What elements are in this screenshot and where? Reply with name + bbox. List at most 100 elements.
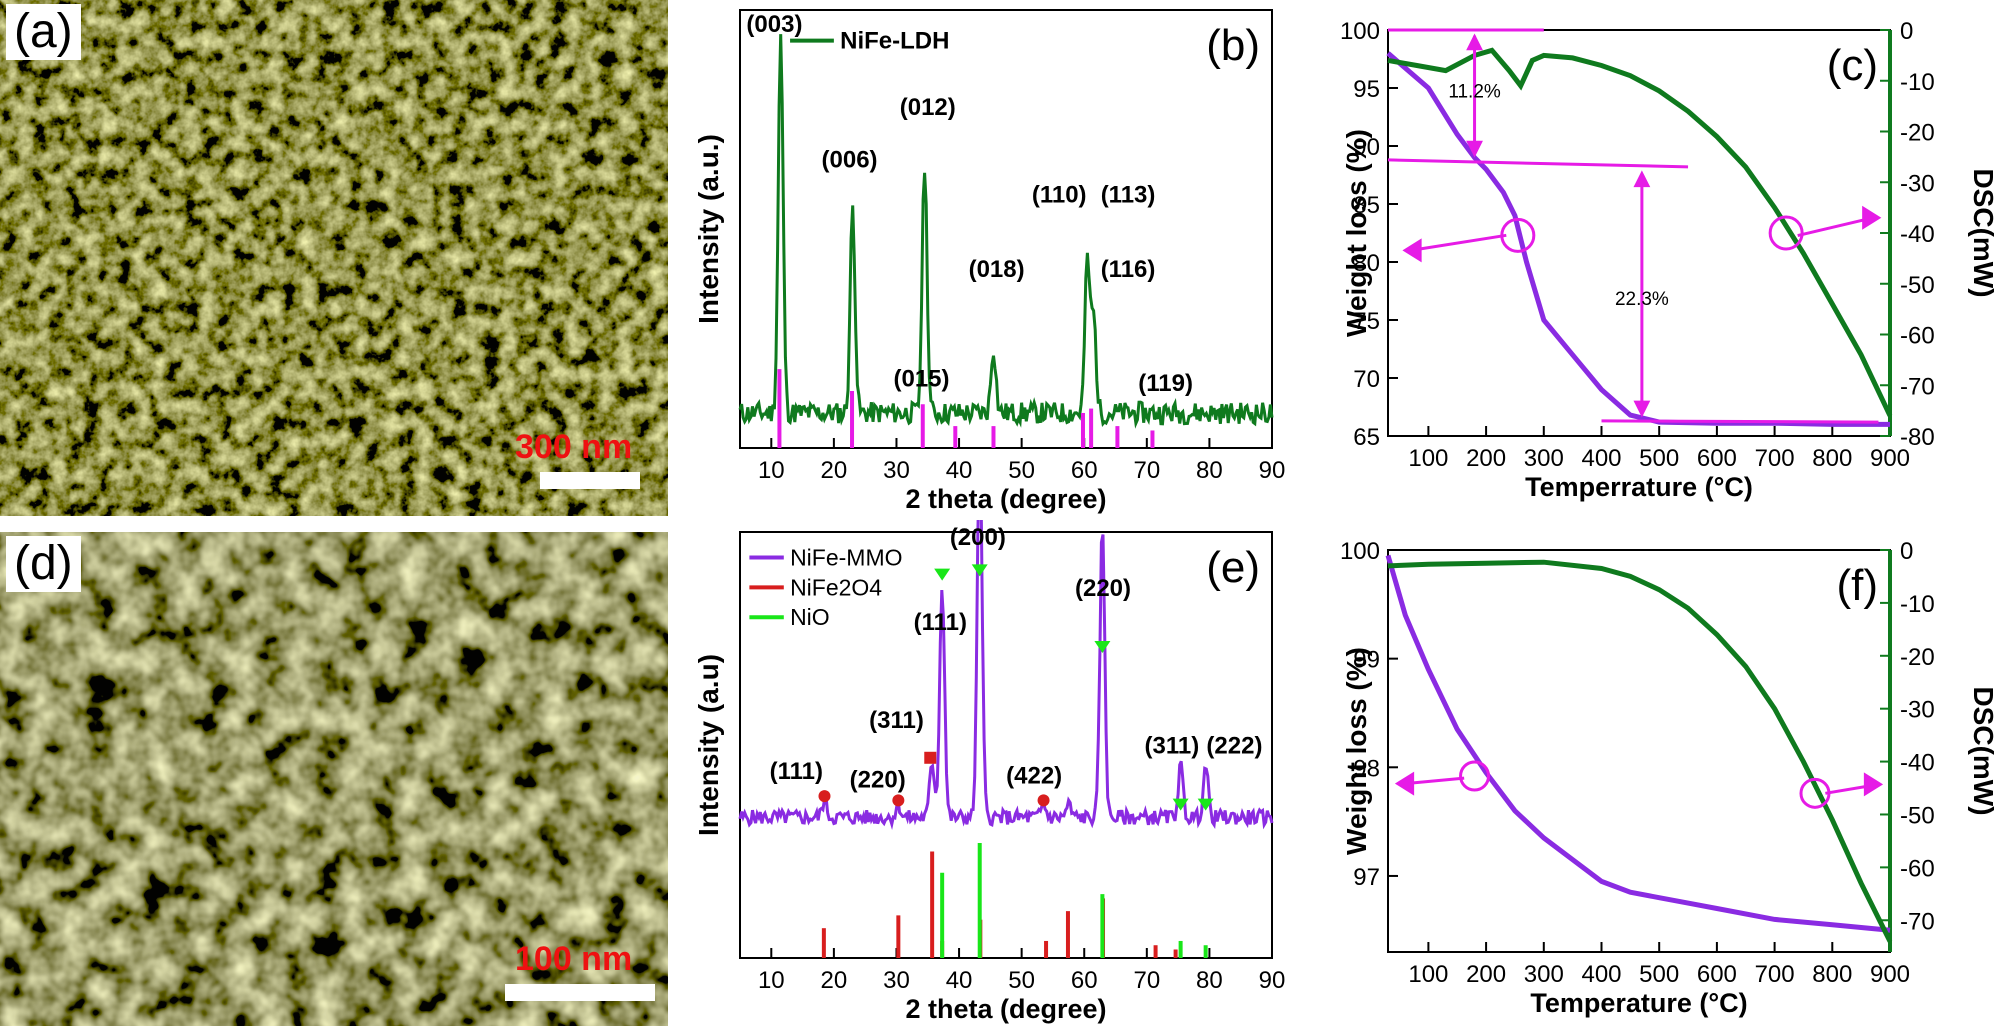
chart-c-tga-ldh: 100 200 300 400 500 600 700 800 900Temperrature … [1340,18,1999,502]
arrow-head [1633,400,1651,418]
peak-label: (015) [893,366,949,393]
x-tick-label: 70 [1133,967,1160,994]
y-tick-label: 97 [1353,864,1380,891]
marker-nio [971,564,988,577]
legend-label: NiFe-LDH [840,28,949,55]
y-axis-label: Weight loss (%) [1341,647,1372,855]
weight-loss-curve [1386,51,1890,427]
x-axis-label: Temperrature (°C) [1525,472,1753,502]
y2-axis-label: DSC(mW) [1968,686,1999,815]
x-tick-label: 30 [883,967,910,994]
y-tick-label: 75 [1353,308,1380,335]
x-tick-label: 700 [1755,445,1795,472]
panel-label-a: (a) [6,4,81,60]
x-axis-label: 2 theta (degree) [905,484,1106,514]
dsc-curve [1387,47,1893,417]
scale-label-d: 100 nm [515,940,633,978]
x-tick-label: 300 [1524,445,1564,472]
legend-label: NiO [790,604,830,630]
x-tick-label: 800 [1812,445,1852,472]
panel-label: (c) [1827,41,1878,90]
y2-tick-label: -50 [1900,802,1935,829]
x-tick-label: 10 [758,457,785,484]
x-tick-label: 800 [1812,961,1852,988]
y2-tick-label: -10 [1900,69,1935,96]
x-tick-label: 400 [1581,961,1621,988]
peak-label: (311) [869,707,924,734]
x-tick-label: 50 [1008,967,1035,994]
x-tick-label: 900 [1870,961,1910,988]
y2-tick-label: -20 [1900,120,1935,147]
peak-label: (200) [950,524,1006,551]
y-axis-label: Intensity (a.u) [693,654,724,836]
x-tick-label: 90 [1259,967,1286,994]
marker-nife2o4 [818,790,831,803]
x-tick-label: 60 [1071,967,1098,994]
scale-bar-d [505,984,655,1001]
legend-label: NiFe-MMO [790,545,902,571]
x-tick-label: 100 [1408,445,1448,472]
x-tick-label: 50 [1008,457,1035,484]
peak-label: (111) [770,758,823,785]
y2-tick-label: -40 [1900,221,1935,248]
marker-nio [934,568,951,581]
annotation-22-3: 22.3% [1615,289,1669,310]
peak-label: (006) [822,147,878,174]
arrow-head [1863,772,1884,797]
x-tick-label: 300 [1524,961,1564,988]
x-tick-label: 700 [1755,961,1795,988]
peak-label: (018) [969,256,1025,283]
panel-label-d: (d) [6,536,81,592]
peak-label: (311) [1145,733,1200,760]
y2-tick-label: -70 [1900,373,1935,400]
arrow-head [1862,205,1882,230]
x-tick-label: 200 [1466,961,1506,988]
arrow-head [1402,238,1422,263]
marker-nio [1197,798,1214,811]
marker-nife2o4-square [924,751,937,764]
x-tick-label: 20 [821,967,848,994]
panel-label: (b) [1206,21,1260,70]
y2-tick-label: -60 [1900,323,1935,350]
x-tick-label: 100 [1408,961,1448,988]
y2-tick-label: -30 [1900,697,1935,724]
x-tick-label: 40 [946,967,973,994]
x-tick-label: 10 [758,967,785,994]
pointer-line-left [1405,776,1465,786]
x-tick-label: 900 [1870,445,1910,472]
annotation-11-2: 11.2% [1448,81,1501,102]
peak-label: (422) [1006,762,1062,789]
plot-frame [739,9,1273,449]
chart-e-xrd-mmo: 10 20 30 40 50 60 70 80 90 2 theta (degree) Intens… [693,520,1286,1024]
x-tick-label: 200 [1466,445,1506,472]
x-tick-label: 600 [1697,445,1737,472]
peak-label: (110) [1032,182,1087,209]
y2-axis-label: DSC(mW) [1968,168,1999,297]
y-axis-label: Weight loss (%) [1341,129,1372,337]
y-tick-label: 100 [1340,538,1380,565]
marker-nife2o4 [892,794,905,807]
legend-label: NiFe2O4 [790,574,882,600]
y2-tick-label: -30 [1900,170,1935,197]
y-tick-label: 65 [1353,424,1380,451]
sem-image-a: (a) 300 nm [0,0,668,516]
sem-image-d: (d) 100 nm [0,532,668,1026]
marker-nio [1172,798,1189,811]
x-tick-label: 30 [883,457,910,484]
weight-loss-curve [1385,554,1891,933]
peak-label: (220) [1075,575,1131,602]
ref-line-88 [1387,158,1689,169]
sem-texture-d [0,532,668,1026]
y2-tick-label: -80 [1900,424,1935,451]
chart-f-tga-mmo: 100 200 300 400 500 600 700 800 900 Temperature (… [1340,538,1999,1018]
y-tick-label: 85 [1353,192,1380,219]
y2-tick-label: -50 [1900,272,1935,299]
y-axis-label: Intensity (a.u.) [693,134,724,324]
x-tick-label: 60 [1071,457,1098,484]
y-tick-label: 80 [1353,250,1380,277]
y2-tick-label: -60 [1900,855,1935,882]
plot-frame [739,531,1273,959]
y2-tick-label: -10 [1900,591,1935,618]
x-tick-label: 400 [1581,445,1621,472]
x-axis-label: Temperature (°C) [1530,988,1747,1018]
